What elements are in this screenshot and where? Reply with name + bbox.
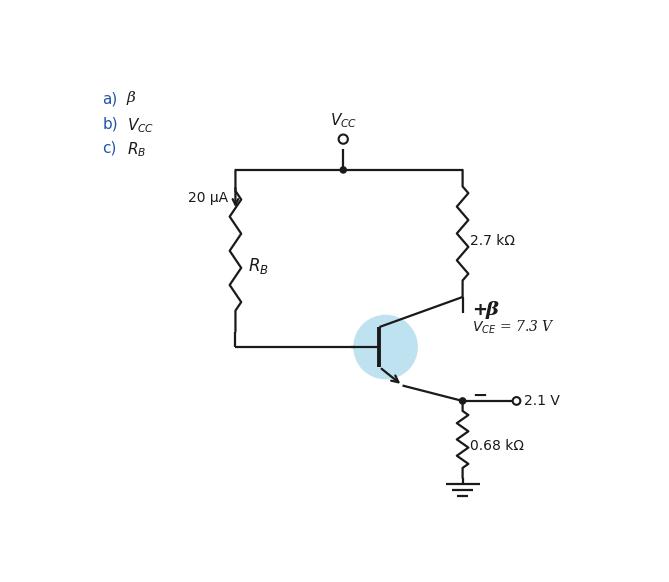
Circle shape — [353, 315, 418, 379]
Text: $R_B$: $R_B$ — [127, 141, 146, 159]
Text: 2.7 kΩ: 2.7 kΩ — [470, 234, 515, 248]
Text: $V_{CE}$ = 7.3 V: $V_{CE}$ = 7.3 V — [472, 318, 555, 336]
Text: +: + — [472, 301, 487, 319]
Text: 0.68 kΩ: 0.68 kΩ — [470, 439, 524, 453]
Text: c): c) — [102, 141, 116, 155]
Circle shape — [460, 398, 466, 404]
Text: $V_{CC}$: $V_{CC}$ — [127, 116, 154, 135]
Text: −: − — [472, 387, 487, 405]
Text: 20 μA: 20 μA — [187, 191, 227, 205]
Circle shape — [512, 397, 520, 405]
Text: $V_{CC}$: $V_{CC}$ — [330, 111, 357, 130]
Text: $R_B$: $R_B$ — [248, 256, 268, 276]
Circle shape — [340, 167, 347, 173]
Text: b): b) — [102, 116, 118, 131]
Text: a): a) — [102, 91, 118, 107]
Circle shape — [339, 134, 348, 144]
Text: β: β — [486, 301, 498, 319]
Text: β: β — [127, 91, 136, 105]
Text: 2.1 V: 2.1 V — [524, 394, 560, 408]
